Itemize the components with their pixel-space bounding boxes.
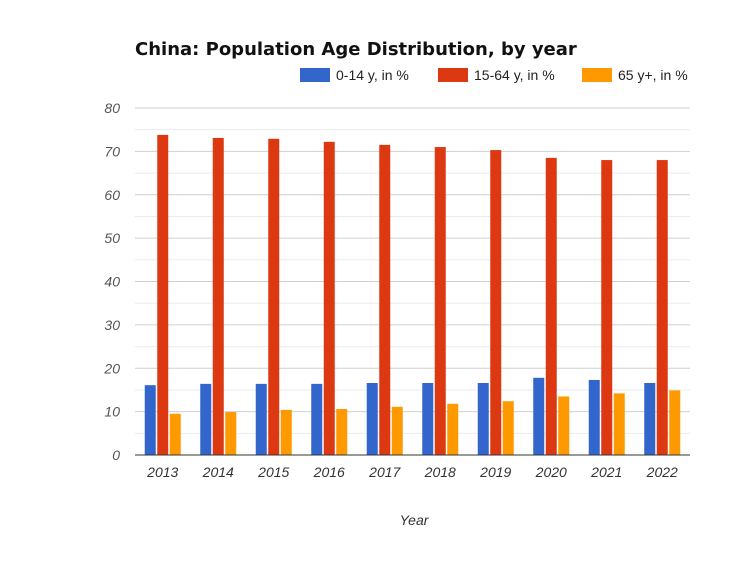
bar-2020-1 xyxy=(545,157,557,455)
x-axis-label: Year xyxy=(400,512,430,528)
chart-title: China: Population Age Distribution, by y… xyxy=(135,39,577,60)
legend-swatch xyxy=(438,68,468,82)
bar-2022-1 xyxy=(656,160,668,456)
x-tick-label: 2020 xyxy=(535,464,567,480)
bar-2017-2 xyxy=(391,406,403,455)
bar-2021-2 xyxy=(613,393,625,455)
x-tick-label: 2015 xyxy=(257,464,289,480)
y-tick-label: 10 xyxy=(104,404,120,420)
bar-2016-1 xyxy=(323,141,335,455)
y-tick-label: 40 xyxy=(104,274,120,290)
legend-label: 15-64 y, in % xyxy=(474,67,555,83)
x-tick-label: 2013 xyxy=(146,464,178,480)
bar-2021-0 xyxy=(588,379,600,455)
y-tick-label: 50 xyxy=(104,230,120,246)
bar-2013-2 xyxy=(169,413,181,455)
bar-2020-2 xyxy=(558,396,570,455)
y-tick-label: 0 xyxy=(112,447,120,463)
bar-2019-2 xyxy=(502,401,514,455)
bar-2022-0 xyxy=(644,382,656,455)
bar-2015-2 xyxy=(280,409,292,455)
x-tick-label: 2018 xyxy=(424,464,456,480)
bar-2016-2 xyxy=(336,409,348,455)
legend-label: 0-14 y, in % xyxy=(336,67,409,83)
bar-2019-1 xyxy=(490,150,502,456)
y-tick-label: 70 xyxy=(104,143,120,159)
bar-2015-0 xyxy=(255,383,267,455)
bar-2020-0 xyxy=(533,377,545,455)
bar-2018-0 xyxy=(422,382,434,455)
bar-2017-1 xyxy=(379,144,391,455)
bar-2018-1 xyxy=(434,147,446,455)
y-tick-label: 80 xyxy=(104,100,120,116)
bar-2019-0 xyxy=(477,382,489,455)
bar-2018-2 xyxy=(447,403,459,455)
x-tick-label: 2014 xyxy=(202,464,234,480)
bar-2017-0 xyxy=(366,382,378,455)
y-tick-label: 60 xyxy=(104,187,120,203)
x-tick-label: 2016 xyxy=(313,464,345,480)
bar-2014-2 xyxy=(225,412,237,455)
bar-2022-2 xyxy=(669,390,681,455)
bar-2013-0 xyxy=(144,385,156,455)
bar-2016-0 xyxy=(311,383,323,455)
x-tick-label: 2022 xyxy=(646,464,678,480)
y-tick-label: 20 xyxy=(103,360,120,376)
bar-2021-1 xyxy=(601,160,613,456)
x-tick-label: 2017 xyxy=(368,464,401,480)
x-tick-label: 2019 xyxy=(479,464,511,480)
legend-swatch xyxy=(582,68,612,82)
bar-2014-1 xyxy=(212,137,224,455)
bar-2015-1 xyxy=(268,138,280,455)
bar-2013-1 xyxy=(157,134,169,455)
legend-label: 65 y+, in % xyxy=(618,67,688,83)
bar-2014-0 xyxy=(200,383,212,455)
x-tick-label: 2021 xyxy=(590,464,622,480)
y-tick-label: 30 xyxy=(104,317,120,333)
legend-swatch xyxy=(300,68,330,82)
